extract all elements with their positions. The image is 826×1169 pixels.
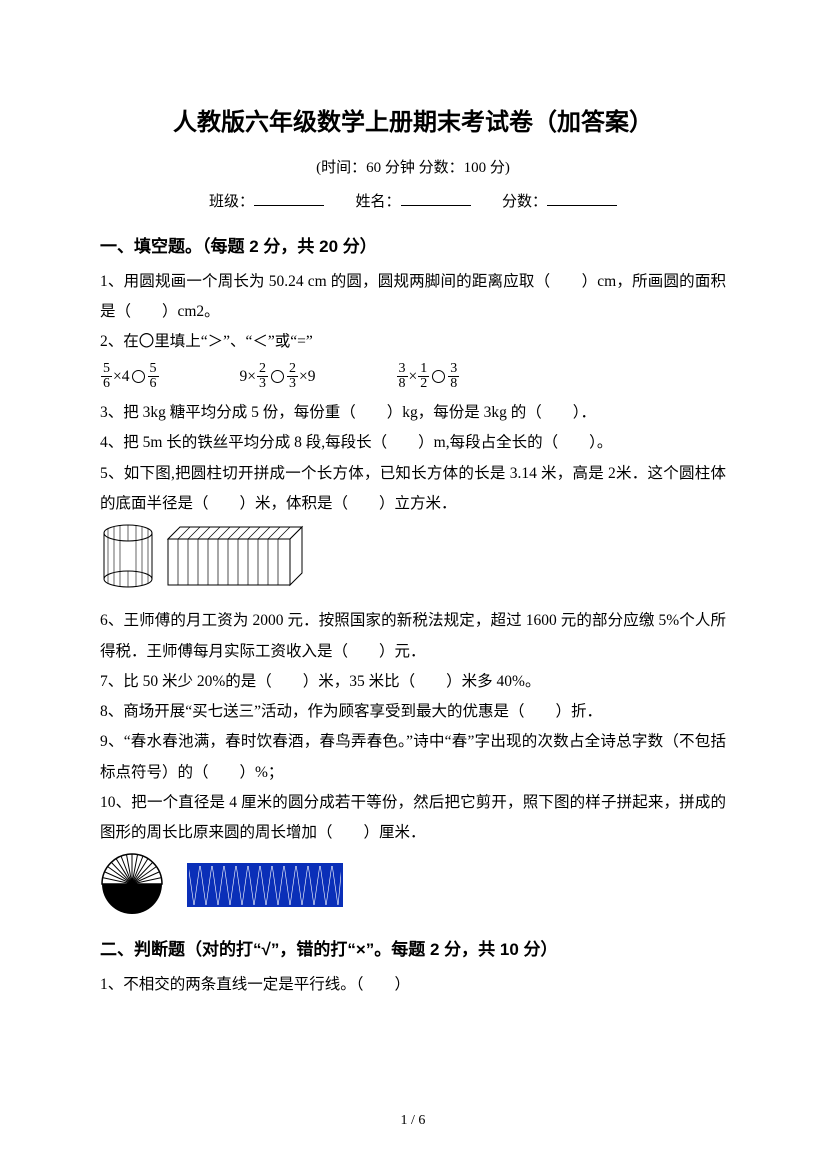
q9: 9、“春水春池满，春时饮春酒，春鸟弄春色。”诗中“春”字出现的次数占全诗总字数（…	[100, 727, 726, 787]
frac-num: 5	[101, 362, 112, 378]
student-info: 班级： 姓名： 分数：	[100, 188, 726, 217]
circle-sectors-icon	[100, 852, 164, 927]
op-text: ×9	[299, 368, 316, 385]
compare-circle[interactable]	[271, 370, 284, 383]
section-2-header: 二、判断题（对的打“√”，错的打“×”。每题 2 分，共 10 分）	[100, 934, 726, 966]
q1: 1、用圆规画一个周长为 50.24 cm 的圆，圆规两脚间的距离应取（ ）cm，…	[100, 267, 726, 327]
q2-exp1: 56×456	[100, 362, 160, 393]
q10: 10、把一个直径是 4 厘米的圆分成若干等份，然后把它剪开，照下图的样子拼起来，…	[100, 788, 726, 848]
compare-circle[interactable]	[432, 370, 445, 383]
cylinder-icon	[100, 523, 156, 600]
q2-lead: 2、在〇里填上“＞”、“＜”或“=”	[100, 327, 726, 357]
frac-num: 3	[448, 362, 459, 378]
q10-figure	[100, 852, 726, 927]
frac-num: 3	[397, 362, 408, 378]
frac-den: 6	[101, 377, 112, 392]
rect-from-sectors-icon	[186, 858, 346, 921]
page-title: 人教版六年级数学上册期末考试卷（加答案）	[100, 100, 726, 146]
q2-expressions: 56×456 9×2323×9 38×1238	[100, 362, 726, 393]
compare-circle[interactable]	[132, 370, 145, 383]
q7: 7、比 50 米少 20%的是（ ）米，35 米比（ ）米多 40%。	[100, 667, 726, 697]
exam-meta: (时间：60 分钟 分数：100 分)	[100, 154, 726, 183]
q2-exp3: 38×1238	[396, 362, 461, 393]
frac-den: 3	[257, 377, 268, 392]
section-1-header: 一、填空题。（每题 2 分，共 20 分）	[100, 231, 726, 263]
score-blank[interactable]	[547, 190, 617, 207]
frac-num: 5	[148, 362, 159, 378]
op-text: 9×	[240, 368, 257, 385]
frac-den: 8	[397, 377, 408, 392]
q8: 8、商场开展“买七送三”活动，作为顾客享受到最大的优惠是（ ）折．	[100, 697, 726, 727]
op-text: ×4	[113, 368, 130, 385]
frac-num: 2	[287, 362, 298, 378]
cuboid-icon	[166, 523, 306, 600]
op-text: ×	[409, 368, 418, 385]
q6: 6、王师傅的月工资为 2000 元．按照国家的新税法规定，超过 1600 元的部…	[100, 606, 726, 666]
label-class: 班级：	[209, 194, 254, 210]
page-number: 1 / 6	[0, 1108, 826, 1135]
frac-den: 2	[418, 377, 429, 392]
q4: 4、把 5m 长的铁丝平均分成 8 段,每段长（ ）m,每段占全长的（ ）。	[100, 428, 726, 458]
frac-den: 8	[448, 377, 459, 392]
q2-exp2: 9×2323×9	[240, 362, 316, 393]
s2-q1: 1、不相交的两条直线一定是平行线。（ ）	[100, 970, 726, 1000]
label-score: 分数：	[502, 194, 547, 210]
q3: 3、把 3kg 糖平均分成 5 份，每份重（ ）kg，每份是 3kg 的（ ）．	[100, 398, 726, 428]
label-name: 姓名：	[355, 194, 400, 210]
frac-den: 3	[287, 377, 298, 392]
name-blank[interactable]	[401, 190, 471, 207]
frac-num: 1	[418, 362, 429, 378]
frac-den: 6	[148, 377, 159, 392]
frac-num: 2	[257, 362, 268, 378]
q5-figure	[100, 523, 726, 600]
class-blank[interactable]	[254, 190, 324, 207]
q5: 5、如下图,把圆柱切开拼成一个长方体，已知长方体的长是 3.14 米，高是 2米…	[100, 459, 726, 519]
